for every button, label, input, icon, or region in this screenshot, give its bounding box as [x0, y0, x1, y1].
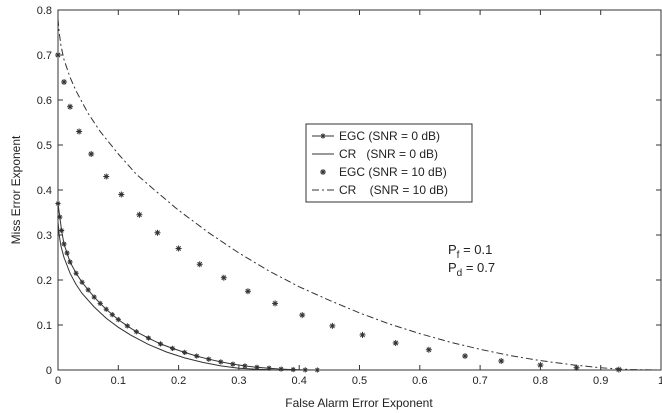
x-tick-label: 0.7	[472, 375, 487, 387]
series-2-point	[175, 245, 182, 252]
x-tick-label: 0.6	[412, 375, 427, 387]
y-tick-label: 0.5	[37, 140, 52, 152]
series-0-point	[64, 250, 70, 256]
series-0-point	[91, 294, 97, 300]
y-tick-label: 0	[46, 365, 52, 377]
series-2-point	[272, 300, 279, 307]
series-2-point	[573, 364, 580, 371]
series-0-point	[230, 361, 236, 367]
legend: EGC (SNR = 0 dB) CR (SNR = 0 dB) EGC (SN…	[305, 123, 473, 203]
series-2-point	[425, 346, 432, 353]
series-0-point	[55, 200, 61, 207]
legend-label-cr-0db: CR (SNR = 0 dB)	[339, 147, 438, 161]
axis-layer: 0 0.1 0.2 0.3 0.4 0.5 0.6 0.7 0.8 0.9 1 0 0.1 0.2 0.3 0…	[37, 5, 662, 387]
series-0-point	[157, 341, 164, 347]
legend-label-cr-10db: CR (SNR = 10 dB)	[339, 183, 448, 197]
series-2-point	[498, 358, 505, 364]
series-0-point	[73, 270, 79, 276]
series-0-point	[145, 335, 152, 341]
series-0-point	[61, 241, 67, 247]
series-layer	[55, 18, 662, 373]
x-tick-label: 0.8	[533, 375, 548, 387]
x-tick-label: 0.5	[352, 375, 367, 387]
series-0-point	[302, 367, 308, 373]
series-2-point	[220, 274, 227, 281]
y-tick-label: 0.2	[37, 275, 52, 287]
x-axis-label: False Alarm Error Exponent	[285, 396, 433, 410]
series-0-point	[103, 306, 109, 312]
series-0-point	[59, 227, 65, 234]
legend-label-egc-10db: EGC (SNR = 10 dB)	[339, 165, 447, 179]
series-2-point	[196, 261, 203, 268]
x-tick-label: 1	[658, 375, 662, 387]
y-tick-label: 0.1	[37, 320, 52, 332]
series-0-point	[169, 345, 176, 351]
series-2-point	[154, 229, 161, 236]
series-0-point	[115, 317, 121, 323]
series-0-point	[57, 214, 63, 220]
y-axis-label: Miss Error Exponent	[9, 135, 23, 244]
series-2-point	[615, 366, 622, 373]
y-tick-label: 0.6	[37, 95, 52, 107]
series-0-point	[79, 279, 85, 285]
y-tick-label: 0.7	[37, 50, 52, 62]
series-0-point	[206, 356, 212, 362]
series-0-point	[124, 323, 130, 329]
legend-samples	[312, 133, 334, 191]
legend-marker-egc-10db	[320, 169, 326, 175]
series-0-point	[133, 329, 139, 335]
annotation-pd: Pd = 0.7	[448, 260, 495, 279]
legend-box	[305, 123, 473, 203]
series-2-point	[392, 340, 399, 346]
series-2-point	[76, 128, 83, 135]
x-tick-label: 0.2	[171, 375, 186, 387]
series-2-point	[244, 288, 251, 295]
x-tick-label: 0.1	[111, 375, 126, 387]
series-0-point	[85, 287, 91, 293]
legend-label-egc-0db: EGC (SNR = 0 dB)	[339, 129, 440, 143]
annotation: Pf = 0.1 Pd = 0.7	[448, 242, 495, 279]
series-0-point	[182, 349, 188, 356]
series-2-point	[103, 173, 110, 180]
x-tick-label: 0.3	[231, 375, 246, 387]
series-line-1	[57, 221, 288, 371]
series-0-point	[194, 353, 200, 359]
y-tick-label: 0.3	[37, 230, 52, 242]
x-tick-label: 0.4	[292, 375, 307, 387]
series-2-point	[299, 312, 306, 319]
annotation-pf: Pf = 0.1	[448, 242, 492, 261]
series-0-point	[242, 363, 248, 369]
series-2-point	[67, 103, 74, 110]
x-tick-label: 0	[55, 375, 61, 387]
series-2-point	[462, 353, 469, 360]
x-tick-label: 0.9	[593, 375, 608, 387]
series-0-point	[290, 366, 296, 373]
series-0-point	[97, 300, 103, 306]
series-0-point	[314, 367, 320, 373]
legend-marker-egc-0db	[320, 133, 326, 139]
series-2-point	[329, 322, 336, 329]
series-2-point	[61, 79, 68, 85]
series-0-point	[278, 366, 284, 372]
y-tick-label: 0.8	[37, 5, 52, 17]
series-2-point	[359, 331, 366, 338]
series-2-point	[136, 211, 143, 218]
series-0-point	[218, 359, 224, 365]
series-0-point	[109, 312, 115, 318]
series-2-point	[118, 191, 125, 198]
series-0-point	[67, 259, 73, 265]
series-2-point	[88, 151, 95, 157]
y-tick-label: 0.4	[37, 185, 52, 197]
